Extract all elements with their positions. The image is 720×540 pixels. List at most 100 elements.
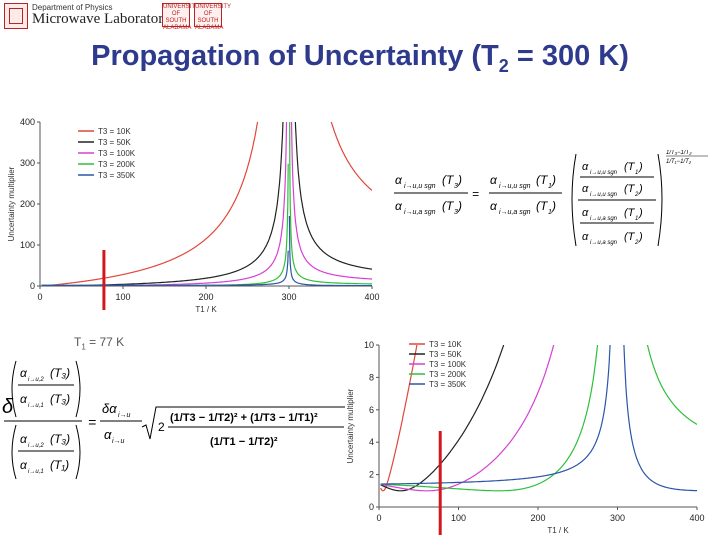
svg-text:i→u: i→u <box>112 438 125 445</box>
svg-text:i→u,1: i→u,1 <box>28 469 44 475</box>
svg-text:α: α <box>104 427 112 442</box>
svg-text:2: 2 <box>634 192 639 198</box>
svg-text:): ) <box>637 231 643 243</box>
svg-text:i→u,u sgn: i→u,u sgn <box>590 192 618 198</box>
title-subscript: 2 <box>498 55 509 76</box>
svg-text:(T₃): (T₃) <box>50 432 70 446</box>
svg-text:α: α <box>395 173 403 187</box>
svg-text:(T: (T <box>624 207 636 219</box>
y-tick-label: 300 <box>20 158 35 168</box>
svg-text:3: 3 <box>454 183 458 190</box>
series-line <box>41 122 372 286</box>
equation-numerator: (1/T3 − 1/T2)² + (1/T3 − 1/T1)² <box>170 412 318 424</box>
svg-text:α: α <box>20 366 28 380</box>
series-line <box>41 122 372 286</box>
legend-entry: T3 = 50K <box>98 138 131 147</box>
y-tick-label: 400 <box>20 117 35 127</box>
y-tick-label: 0 <box>369 502 374 512</box>
y-axis-label: Uncertainty multiplier <box>7 166 16 241</box>
svg-text:(T₁): (T₁) <box>50 458 69 472</box>
svg-text:): ) <box>550 199 556 213</box>
x-tick-label: 300 <box>610 513 625 523</box>
legend-entry: T3 = 200K <box>429 370 467 379</box>
svg-text:2: 2 <box>158 420 165 434</box>
svg-text:i→u,1: i→u,1 <box>28 403 44 409</box>
uncertainty-chart-large-scale: 0 100 200 300 400 0 100 200 300 400 T1 / K Uncertai… <box>7 117 380 314</box>
y-tick-label: 100 <box>20 240 35 250</box>
svg-text:(T: (T <box>624 161 636 173</box>
svg-text:): ) <box>456 173 462 187</box>
university-logo: UNIVERSITY OF SOUTH ALABAMA <box>162 3 200 31</box>
svg-text:=: = <box>472 187 479 201</box>
svg-text:(T: (T <box>536 199 549 213</box>
y-tick-label: 10 <box>364 340 374 350</box>
x-tick-label: 0 <box>376 513 381 523</box>
department-name: Department of Physics <box>32 3 113 12</box>
legend-entry: T3 = 200K <box>98 160 136 169</box>
y-tick-label: 0 <box>30 281 35 291</box>
header: Department of Physics Microwave Laborato… <box>0 0 720 32</box>
legend-entry: T3 = 10K <box>429 340 462 349</box>
legend: T3 = 10K T3 = 50K T3 = 100K T3 = 200K T3 = 3… <box>78 127 136 180</box>
x-axis-label: T1 / K <box>547 526 569 535</box>
y-tick-label: 6 <box>369 405 374 415</box>
svg-text:δ: δ <box>2 396 14 418</box>
svg-text:α: α <box>582 231 589 243</box>
legend-entry: T3 = 100K <box>98 149 136 158</box>
legend-entry: T3 = 10K <box>98 127 131 136</box>
legend-entry: T3 = 350K <box>429 380 467 389</box>
svg-text:i→u,2: i→u,2 <box>28 443 44 449</box>
title-rest: = 300 K) <box>508 40 629 72</box>
svg-text:i→u,u sgn: i→u,u sgn <box>404 183 436 190</box>
svg-text:): ) <box>637 207 643 219</box>
x-tick-label: 200 <box>198 292 213 302</box>
svg-text:i→u,u sgn: i→u,u sgn <box>590 170 618 176</box>
svg-text:α: α <box>20 432 28 446</box>
series-line <box>41 122 372 286</box>
t1-annotation-left: T1 = 77 K <box>74 335 124 351</box>
uncertainty-chart-zoomed: 0 100 200 300 400 0 2 4 6 8 10 T1 / K Uncertainty mu… <box>346 340 705 535</box>
legend-entry: T3 = 350K <box>98 171 136 180</box>
svg-text:1: 1 <box>635 216 638 222</box>
svg-text:α: α <box>582 183 589 195</box>
svg-text:i→u,a sgn: i→u,a sgn <box>590 240 618 246</box>
svg-text:(T: (T <box>442 173 455 187</box>
title-main: Propagation of Uncertainty (T <box>91 40 499 72</box>
svg-text:α: α <box>582 207 589 219</box>
svg-text:1: 1 <box>635 170 638 176</box>
y-tick-label: 4 <box>369 437 374 447</box>
x-tick-label: 400 <box>689 513 704 523</box>
series-line <box>380 345 697 492</box>
x-tick-label: 400 <box>364 292 379 302</box>
svg-text:): ) <box>637 161 643 173</box>
lab-name: Microwave Laboratory <box>32 11 171 27</box>
series-line <box>41 122 372 286</box>
y-tick-label: 2 <box>369 470 374 480</box>
svg-text:α: α <box>20 458 28 472</box>
svg-text:): ) <box>637 183 643 195</box>
series-line <box>41 215 372 286</box>
svg-text:i→u,a sgn: i→u,a sgn <box>499 209 531 216</box>
series-line <box>380 345 697 492</box>
t1-label: T <box>74 335 82 349</box>
uncertainty-equation: δ α i→u,2 (T₃) α i→u,1 (T₃) α i→u,2 (T₃) α i→u,… <box>2 360 345 480</box>
svg-text:2: 2 <box>634 240 639 246</box>
y-tick-label: 8 <box>369 372 374 382</box>
svg-text:i→u: i→u <box>118 412 131 419</box>
svg-text:1: 1 <box>548 183 552 190</box>
svg-text:i→u,u sgn: i→u,u sgn <box>499 183 531 190</box>
x-axis-label: T1 / K <box>195 305 217 314</box>
svg-text:): ) <box>456 199 462 213</box>
svg-text:(T: (T <box>442 199 455 213</box>
svg-text:(T: (T <box>624 183 636 195</box>
svg-text:(T₃): (T₃) <box>50 392 70 406</box>
svg-text:α: α <box>395 199 403 213</box>
svg-text:i→u,2: i→u,2 <box>28 377 44 383</box>
legend-entry: T3 = 100K <box>429 360 467 369</box>
x-tick-label: 200 <box>530 513 545 523</box>
svg-text:1/T₃−1/T₂: 1/T₃−1/T₂ <box>666 150 692 156</box>
svg-text:1/T₁−1/T₂: 1/T₁−1/T₂ <box>666 159 692 165</box>
svg-text:(T: (T <box>536 173 549 187</box>
x-tick-label: 100 <box>451 513 466 523</box>
slide-title: Propagation of Uncertainty (T2 = 300 K) <box>0 40 720 77</box>
